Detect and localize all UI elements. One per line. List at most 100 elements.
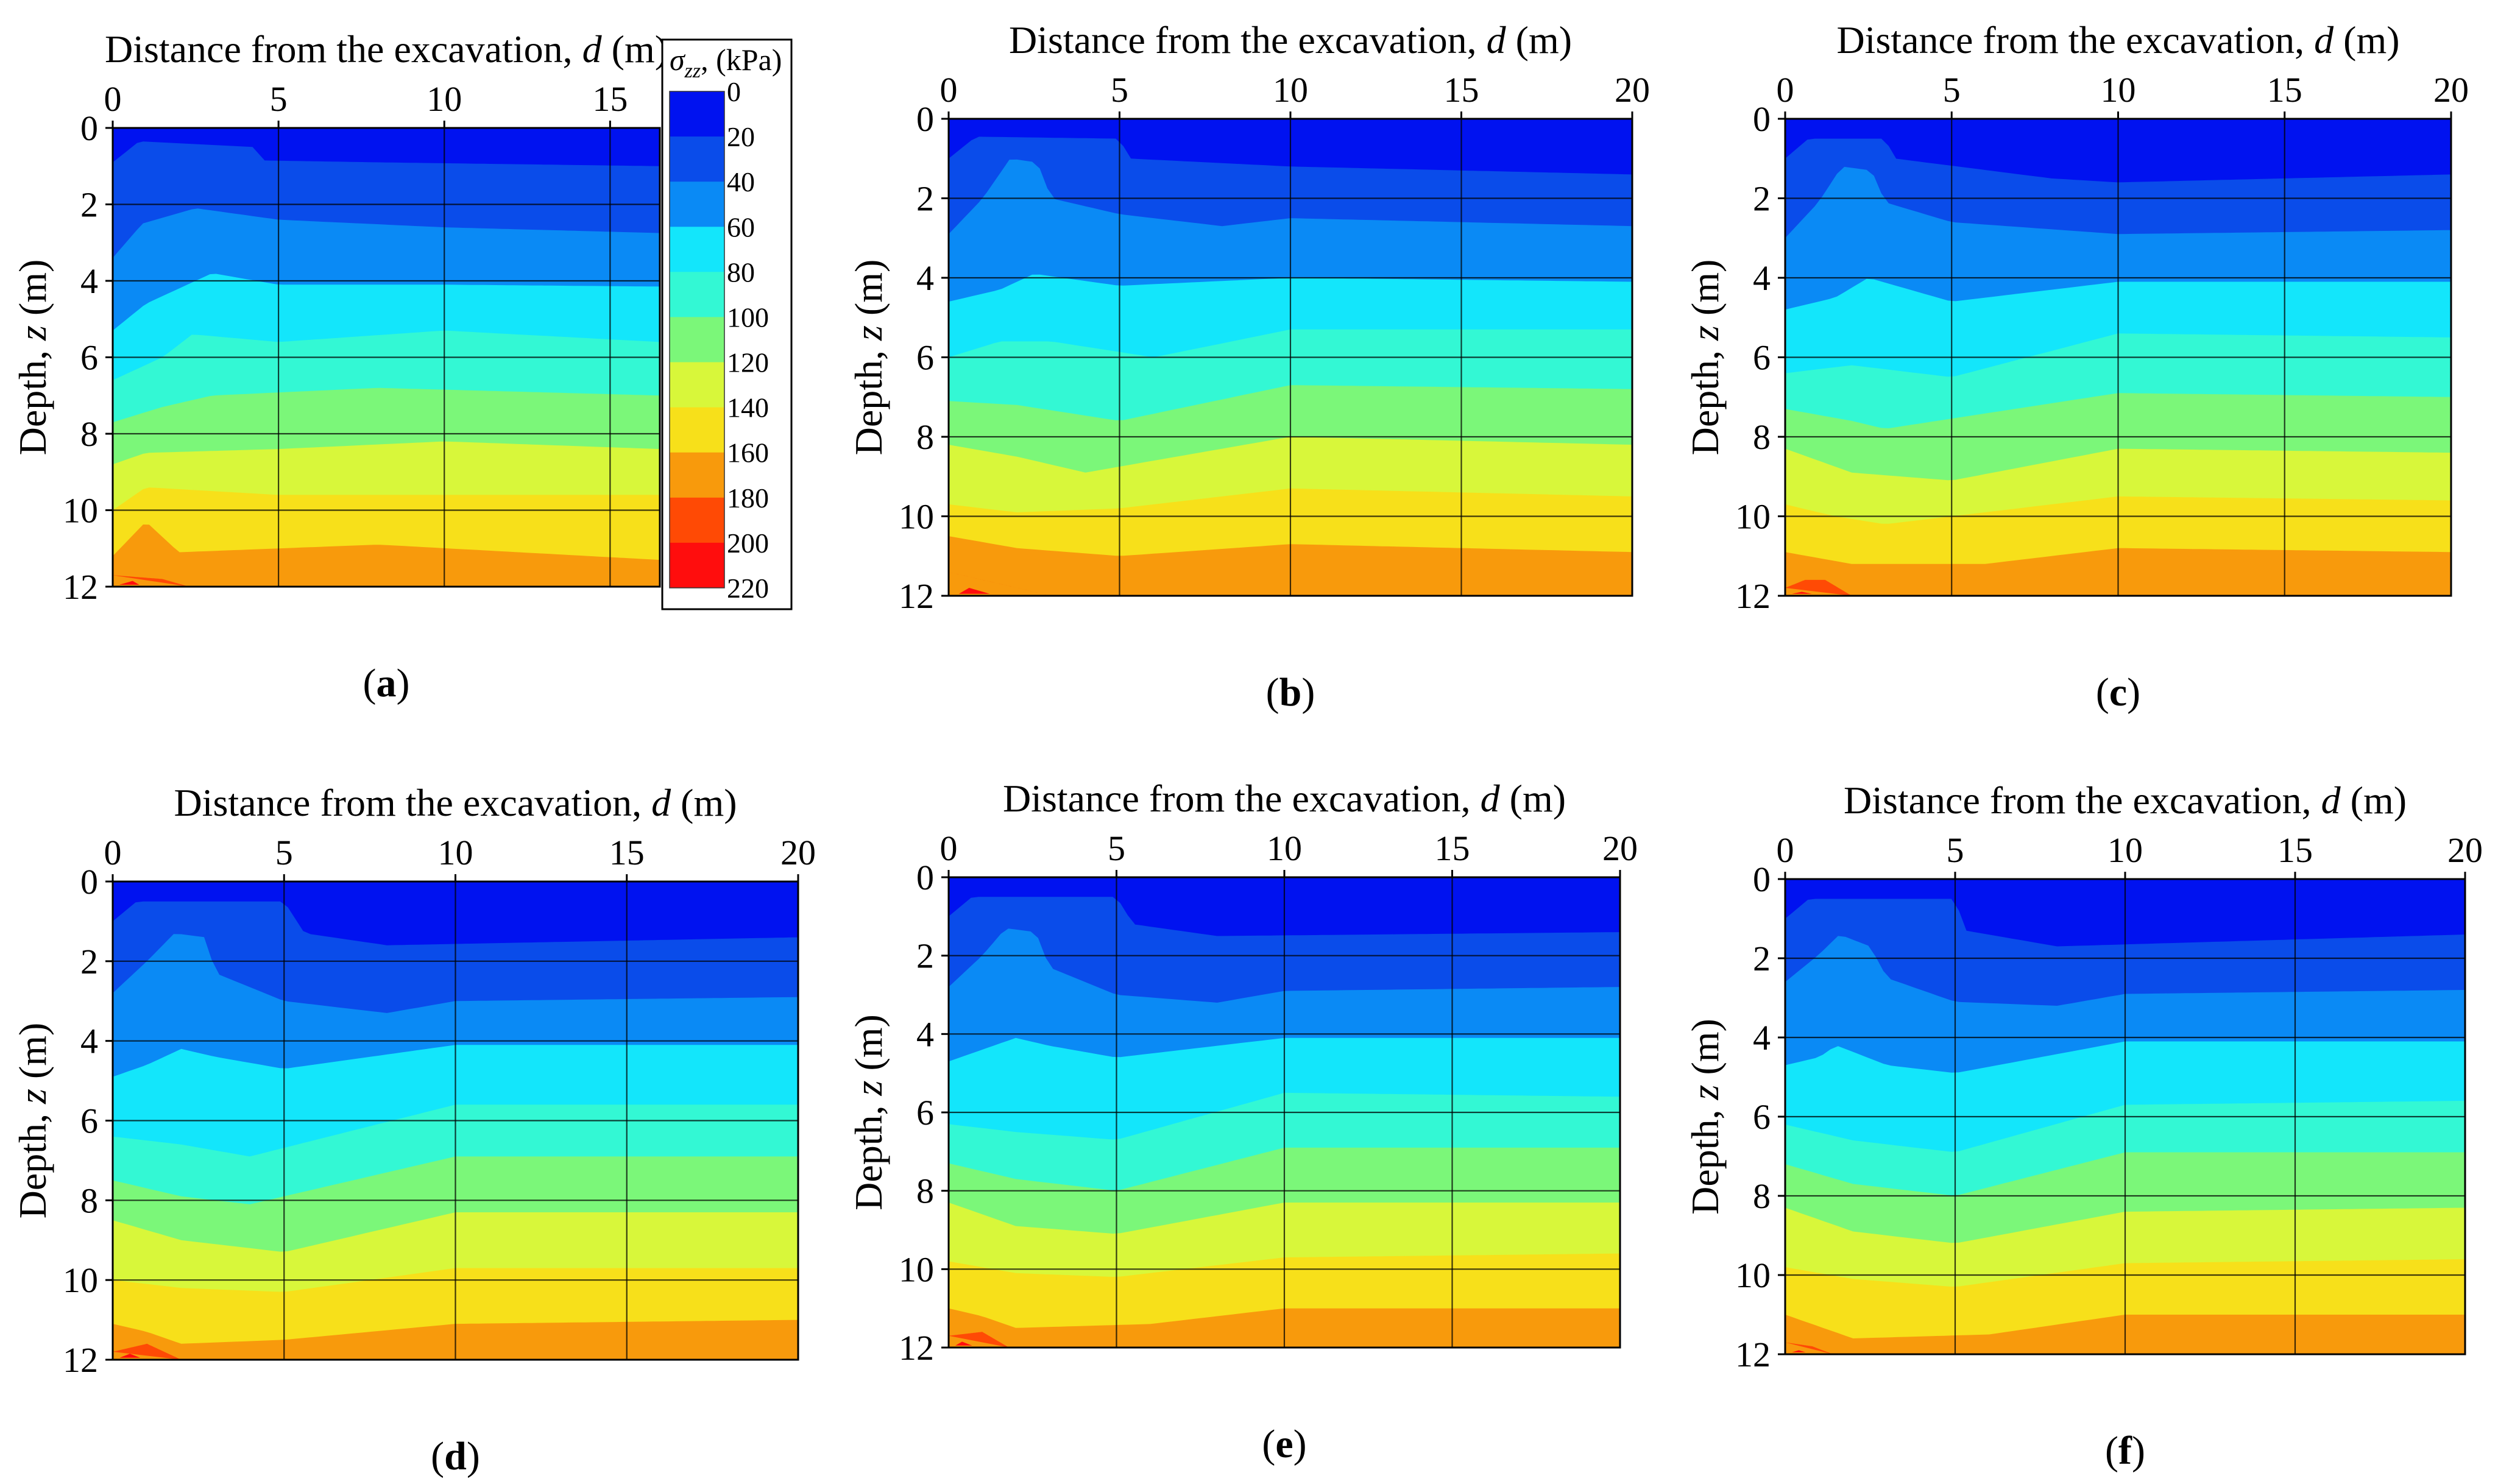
y-axis-title-unit: (m) [1683, 260, 1727, 325]
contour-band-200-220 [1791, 592, 1812, 594]
x-axis-title-variable: d [582, 27, 603, 71]
y-tick-label: 6 [1753, 338, 1771, 378]
x-axis-title-unit: (m) [671, 781, 737, 824]
colorbar-tick-label: 40 [727, 166, 755, 197]
y-tick-label: 8 [916, 417, 934, 457]
x-tick-label: 15 [2277, 830, 2313, 870]
y-tick-label: 6 [1753, 1097, 1771, 1137]
colorbar-tick-label: 100 [727, 302, 769, 333]
x-axis-title-text: Distance from the excavation, [1003, 777, 1481, 820]
plot-area [113, 882, 798, 1360]
colorbar-title-unit: , (kPa) [701, 43, 782, 77]
plot-area [949, 119, 1632, 596]
y-axis-title-text: Depth, [11, 1104, 54, 1218]
x-tick-label: 5 [275, 833, 293, 872]
y-tick-label: 2 [1753, 179, 1771, 219]
x-tick-label: 20 [2433, 70, 2469, 110]
plot-area [1785, 119, 2451, 596]
y-axis-title-unit: (m) [847, 260, 890, 325]
x-axis-title-text: Distance from the excavation, [105, 27, 582, 71]
y-tick-label: 8 [1753, 417, 1771, 457]
plot-area [1785, 879, 2465, 1354]
y-axis-title: Depth, z (m) [847, 1014, 890, 1210]
x-tick-label: 10 [1273, 70, 1308, 110]
panel-label: (b) [1266, 670, 1315, 715]
contour-band-180-200 [113, 575, 189, 587]
x-axis-title-text: Distance from the excavation, [1844, 779, 2321, 822]
y-tick-label: 10 [899, 497, 934, 537]
y-tick-label: 4 [80, 1022, 98, 1061]
colorbar-tick-label: 140 [727, 392, 769, 423]
x-tick-label: 15 [609, 833, 645, 872]
colorbar-swatch-40-60 [670, 182, 724, 227]
panel-label-open: ( [363, 661, 377, 705]
colorbar-legend: σzz, (kPa)0 20 40 60 80 100 120 140 160 180 200 220 [661, 38, 793, 610]
panel-c: 0 5 10 15 20 0 2 4 6 8 10 12 Distance from the excav… [1683, 18, 2469, 715]
x-tick-label: 20 [1602, 829, 1638, 868]
y-tick-label: 2 [916, 936, 934, 976]
y-axis-title-text: Depth, [847, 1095, 890, 1210]
y-axis-title-text: Depth, [1683, 1100, 1727, 1214]
colorbar-swatch-200-220 [670, 542, 724, 588]
y-tick-label: 6 [916, 338, 934, 378]
y-tick-label: 10 [63, 491, 98, 531]
x-axis-title-variable: d [1481, 777, 1501, 820]
panel-label: (c) [2096, 670, 2140, 715]
y-tick-label: 4 [80, 261, 98, 301]
panel-label-letter: d [444, 1434, 467, 1479]
colorbar-swatch-20-40 [670, 136, 724, 182]
x-tick-label: 20 [2447, 830, 2483, 870]
y-tick-label: 8 [916, 1171, 934, 1211]
panel-label-close: ) [397, 661, 410, 705]
y-tick-label: 2 [80, 942, 98, 981]
contour-band-180-200 [1785, 1342, 1833, 1354]
panel-label-close: ) [467, 1434, 480, 1479]
colorbar-title-symbol: σ [670, 43, 686, 77]
y-tick-label: 12 [63, 1340, 98, 1380]
y-axis-title-unit: (m) [1683, 1019, 1727, 1084]
contour-band-200-220 [958, 588, 990, 594]
y-axis-title-variable: z [1683, 1084, 1727, 1100]
panel-label-close: ) [1301, 670, 1315, 715]
y-axis-title-variable: z [847, 325, 890, 341]
y-axis-title-variable: z [11, 1089, 54, 1104]
y-tick-label: 8 [80, 1181, 98, 1220]
x-tick-label: 20 [1615, 70, 1650, 110]
panel-label-letter: a [377, 661, 397, 705]
x-tick-label: 5 [1943, 70, 1961, 110]
y-tick-label: 0 [1753, 860, 1771, 899]
colorbar-swatch-100-120 [670, 317, 724, 363]
panel-label-open: ( [1266, 670, 1279, 715]
x-tick-label: 0 [1777, 830, 1794, 870]
y-axis-title-text: Depth, [11, 341, 54, 455]
panel-label: (d) [431, 1434, 480, 1479]
colorbar-swatch-180-200 [670, 497, 724, 543]
x-axis-title: Distance from the excavation, d (m) [105, 27, 668, 71]
panel-label-close: ) [2127, 670, 2140, 715]
panel-label-letter: c [2109, 670, 2127, 715]
y-axis-title: Depth, z (m) [1683, 1019, 1727, 1215]
y-tick-label: 12 [1735, 576, 1771, 616]
y-tick-label: 12 [899, 576, 934, 616]
y-axis-title-variable: z [847, 1080, 890, 1096]
x-tick-label: 0 [104, 833, 122, 872]
panel-a: 0 5 10 15 0 2 4 6 8 10 12 Distance from the excavat… [11, 27, 668, 705]
x-tick-label: 15 [1444, 70, 1479, 110]
x-axis-title: Distance from the excavation, d (m) [1836, 18, 2399, 62]
colorbar-tick-label: 0 [727, 76, 741, 107]
x-axis-title: Distance from the excavation, d (m) [174, 781, 737, 824]
x-axis-title-text: Distance from the excavation, [1009, 18, 1487, 62]
colorbar-tick-label: 160 [727, 437, 769, 468]
panel-f: 0 5 10 15 20 0 2 4 6 8 10 12 Distance from the excav… [1683, 779, 2483, 1473]
colorbar-title-subscript: zz [684, 60, 701, 82]
y-tick-label: 6 [80, 338, 98, 378]
colorbar-tick-label: 220 [727, 573, 769, 604]
x-tick-label: 0 [1777, 70, 1794, 110]
y-tick-label: 0 [1753, 99, 1771, 139]
panel-label-letter: b [1279, 670, 1302, 715]
colorbar-swatch-140-160 [670, 407, 724, 453]
panel-label-letter: e [1275, 1422, 1293, 1466]
panel-d: 0 5 10 15 20 0 2 4 6 8 10 12 Distance from the excav… [11, 781, 816, 1479]
contour-band-200-220 [955, 1341, 972, 1346]
